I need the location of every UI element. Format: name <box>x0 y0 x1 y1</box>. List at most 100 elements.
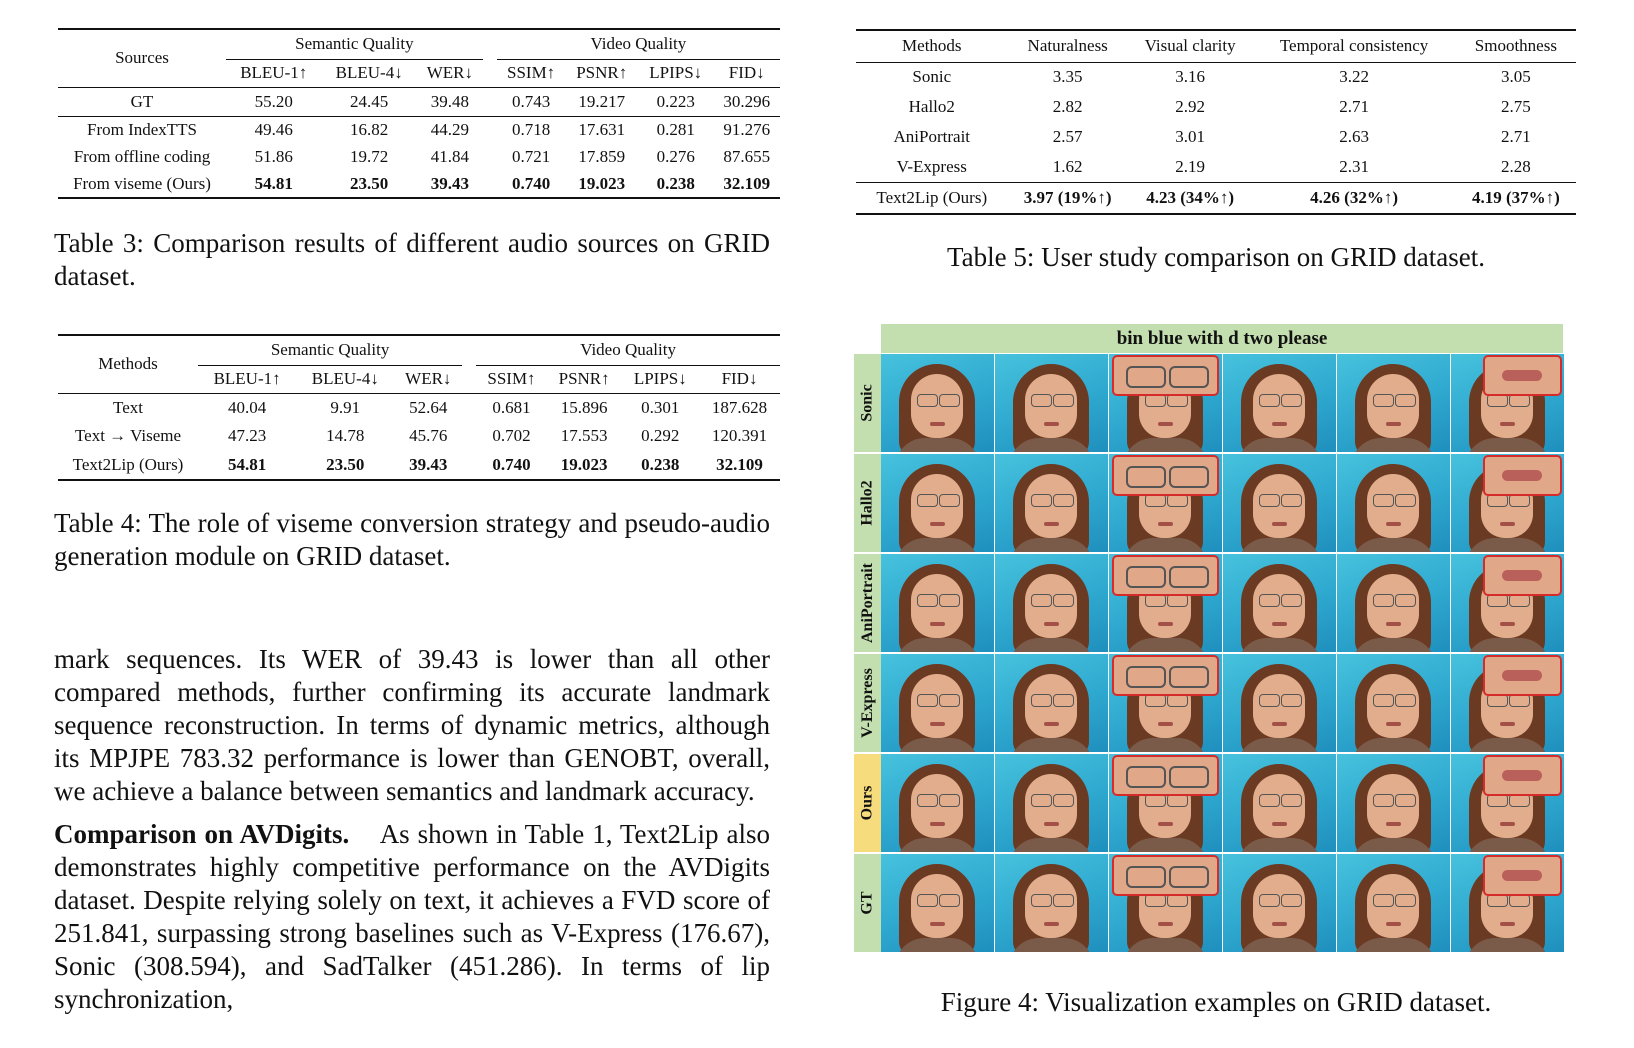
cell: 23.50 <box>350 173 389 193</box>
video-frame <box>1223 654 1336 752</box>
cell: 17.553 <box>560 426 608 445</box>
cell: 91.276 <box>723 119 771 139</box>
cell: 0.223 <box>656 91 695 111</box>
cell: 32.109 <box>716 454 763 474</box>
metric-header: BLEU-4↓ <box>311 369 379 388</box>
paragraph-2: Comparison on AVDigits. As shown in Tabl… <box>54 818 770 1016</box>
cell: 120.391 <box>711 426 768 445</box>
video-frame <box>1337 854 1450 952</box>
row-label-sonic: Sonic <box>854 354 881 452</box>
cell: 19.023 <box>560 454 608 474</box>
cell: 2.31 <box>1339 156 1369 176</box>
cell: 3.35 <box>1052 67 1083 87</box>
table-row: Sonic 3.35 3.16 3.22 3.05 <box>856 62 1576 92</box>
video-frame <box>881 854 994 952</box>
cell: 1.62 <box>1052 156 1083 176</box>
cell: 3.01 <box>1175 127 1205 146</box>
cell: 3.97 (19%↑) <box>1023 187 1112 207</box>
video-frame <box>881 554 994 652</box>
lips-zoom-highlight <box>1483 755 1562 796</box>
cell: 47.23 <box>227 426 267 445</box>
row-label: From IndexTTS <box>86 119 198 139</box>
cell: 19.217 <box>578 91 626 111</box>
figure-4-sentence: bin blue with d two please <box>881 324 1563 353</box>
cell: 0.276 <box>656 146 695 166</box>
video-frame <box>1223 454 1336 552</box>
video-frame <box>1223 354 1336 452</box>
video-frame <box>1109 754 1222 852</box>
row-label-aniportrait: AniPortrait <box>854 554 881 652</box>
cell: 3.05 <box>1500 67 1531 87</box>
table-row: Text2Lip (Ours) 3.97 (19%↑) 4.23 (34%↑) … <box>856 182 1576 214</box>
table-5: Methods Naturalness Visual clarity Tempo… <box>856 29 1576 215</box>
video-frame <box>881 654 994 752</box>
video-frame <box>881 354 994 452</box>
row-label: V-Express <box>896 156 967 176</box>
table-row: Text 40.04 9.91 52.64 0.681 15.896 0.301… <box>58 393 780 422</box>
cell: 0.740 <box>511 173 551 193</box>
cell: 4.19 (37%↑) <box>1471 187 1560 207</box>
video-frame <box>1451 854 1564 952</box>
lips-zoom-highlight <box>1483 355 1562 396</box>
table-row: Text2Lip (Ours) 54.81 23.50 39.43 0.740 … <box>58 450 780 480</box>
row-label: Text → Viseme <box>74 426 182 445</box>
table-row: From viseme (Ours) 54.81 23.50 39.43 0.7… <box>58 170 780 198</box>
table-3-caption: Table 3: Comparison results of different… <box>54 228 770 291</box>
video-frame <box>1223 854 1336 952</box>
row-label: From viseme (Ours) <box>73 173 211 193</box>
video-frame <box>995 554 1108 652</box>
paragraph-2-text: As shown in Table 1, Text2Lip also demon… <box>54 819 770 1014</box>
cell: 17.631 <box>578 119 626 139</box>
cell: 19.023 <box>578 173 626 193</box>
cell: 2.75 <box>1500 97 1531 116</box>
figure-4-caption: Figure 4: Visualization examples on GRID… <box>940 987 1492 1017</box>
row-label: Text <box>113 397 143 417</box>
row-label-text: V-Express <box>858 668 876 738</box>
cell: 54.81 <box>227 454 267 474</box>
metric-header: LPIPS↓ <box>649 63 703 82</box>
metric-header: BLEU-1↑ <box>213 369 281 388</box>
row-label-text: AniPortrait <box>858 563 876 643</box>
row-label: Text2Lip (Ours) <box>876 187 988 207</box>
row-label: Text2Lip (Ours) <box>72 454 184 474</box>
paragraph-1: mark sequences. Its WER of 39.43 is lowe… <box>54 644 770 806</box>
cell: 45.76 <box>409 426 448 445</box>
cell: 14.78 <box>326 426 365 445</box>
cell: 0.681 <box>492 397 531 417</box>
video-frame <box>1223 754 1336 852</box>
row-label-text: GT <box>858 891 876 915</box>
cell: 39.43 <box>430 173 469 193</box>
lips-zoom-highlight <box>1483 855 1562 896</box>
video-frame <box>995 654 1108 752</box>
cell: 44.29 <box>430 119 469 139</box>
cell: 23.50 <box>326 454 365 474</box>
lips-zoom-highlight <box>1483 455 1562 496</box>
table-4: Methods Semantic Quality Video Quality B… <box>58 334 780 481</box>
cell: 2.71 <box>1500 127 1531 146</box>
table-5-caption: Table 5: User study comparison on GRID d… <box>947 242 1485 272</box>
table-row: GT 55.20 24.45 39.48 0.743 19.217 0.223 … <box>58 87 780 116</box>
cell: 2.57 <box>1052 127 1083 146</box>
video-frame <box>995 754 1108 852</box>
header-methods: Methods <box>902 36 962 56</box>
row-label-v-express: V-Express <box>854 654 881 752</box>
metric-header: BLEU-1↑ <box>240 63 308 82</box>
video-frame <box>1337 754 1450 852</box>
table-4-caption: Table 4: The role of viseme conversion s… <box>54 508 770 571</box>
header-naturalness: Naturalness <box>1027 36 1108 56</box>
video-frame <box>1451 554 1564 652</box>
metric-header: SSIM↑ <box>507 63 556 82</box>
cell: 32.109 <box>723 173 771 193</box>
row-label: Sonic <box>912 67 952 87</box>
cell: 41.84 <box>430 146 469 166</box>
table-row: From offline coding 51.86 19.72 41.84 0.… <box>58 143 780 170</box>
header-video-quality: Video Quality <box>476 335 780 366</box>
cell: 55.20 <box>254 91 293 111</box>
header-sources: Sources <box>115 48 169 68</box>
cell: 4.26 (32%↑) <box>1310 187 1398 207</box>
table-row: Hallo2 2.82 2.92 2.71 2.75 <box>856 92 1576 122</box>
video-frame <box>1451 754 1564 852</box>
cell: 40.04 <box>227 397 267 417</box>
video-frame <box>995 454 1108 552</box>
metric-header: LPIPS↓ <box>633 369 687 388</box>
